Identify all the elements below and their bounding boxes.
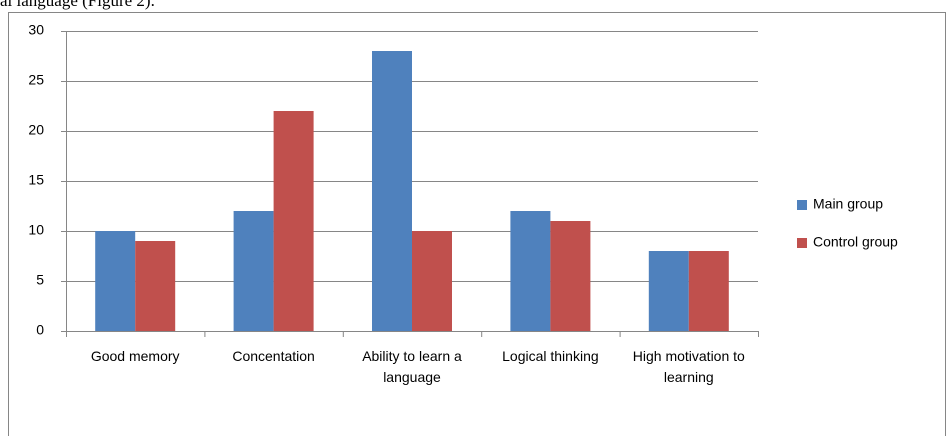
bar (550, 221, 591, 331)
y-tick-label: 25 (28, 72, 44, 88)
x-tick-label: Ability to learn a language (362, 348, 462, 385)
x-tick-label: Good memory (90, 348, 180, 364)
bar (648, 251, 689, 331)
y-tick-label: 0 (36, 322, 44, 338)
chart-border (8, 12, 946, 436)
bar (510, 211, 551, 331)
legend-label: Main group (813, 196, 883, 212)
legend-swatch (797, 238, 807, 248)
y-tick-label: 30 (28, 22, 44, 38)
bar (412, 231, 452, 331)
legend-swatch (797, 200, 807, 210)
bar (95, 231, 136, 331)
y-tick-label: 10 (28, 222, 44, 238)
y-tick-label: 20 (28, 122, 44, 138)
bar (372, 51, 412, 331)
bar (688, 251, 729, 331)
x-tick-label: High motivation to learning (632, 348, 745, 385)
bar (233, 211, 274, 331)
y-tick-label: 15 (28, 172, 44, 188)
bar (273, 111, 314, 331)
x-tick-label: Concentation (232, 348, 315, 364)
legend-label: Control group (813, 234, 898, 250)
bar (135, 241, 176, 331)
x-tick-label: Logical thinking (502, 348, 599, 364)
caption-fragment: al language (Figure 2). (0, 0, 155, 10)
y-tick-label: 5 (36, 272, 44, 288)
